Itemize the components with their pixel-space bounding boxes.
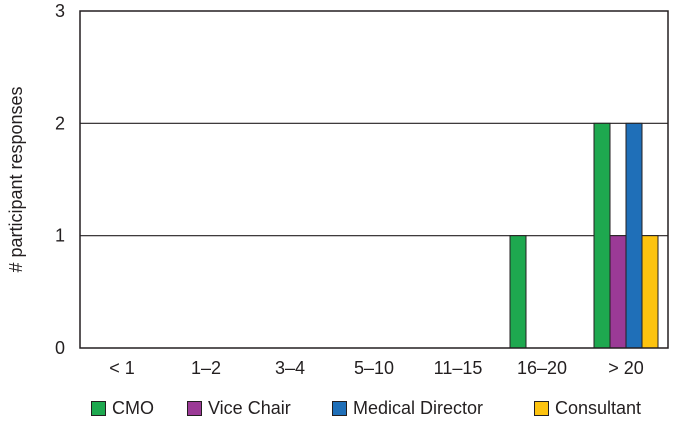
y-tick-label: 2 <box>55 113 65 133</box>
legend-item-medical-director: Medical Director <box>332 398 483 419</box>
legend-swatch-vice-chair <box>187 401 202 416</box>
grid-lines <box>80 122 668 237</box>
x-tick-label: 1–2 <box>191 358 221 378</box>
y-tick-labels: 0 1 2 3 <box>55 1 65 358</box>
x-tick-label: < 1 <box>109 358 135 378</box>
x-tick-label: 16–20 <box>517 358 567 378</box>
bar-medical-director <box>625 122 643 349</box>
y-tick-label: 1 <box>55 226 65 246</box>
y-tick-label: 3 <box>55 1 65 21</box>
bar-cmo <box>509 235 527 349</box>
legend-item-cmo: CMO <box>91 398 154 419</box>
x-tick-label: > 20 <box>608 358 644 378</box>
legend-label-vice-chair: Vice Chair <box>208 398 291 418</box>
bar-chart: 0 1 2 3 < 1 1–2 3–4 5–10 11–15 16–20 > 20 # parti… <box>6 1 669 378</box>
bar-consultant <box>641 235 659 349</box>
y-tick-label: 0 <box>55 338 65 358</box>
x-tick-labels: < 1 1–2 3–4 5–10 11–15 16–20 > 20 <box>109 358 644 378</box>
x-tick-label: 3–4 <box>275 358 305 378</box>
legend-swatch-medical-director <box>332 401 347 416</box>
legend-swatch-consultant <box>534 401 549 416</box>
legend-item-consultant: Consultant <box>534 398 641 419</box>
legend-label-medical-director: Medical Director <box>353 398 484 418</box>
y-axis-label: # participant responses <box>6 86 26 272</box>
plot-frame <box>79 10 669 349</box>
x-tick-label: 5–10 <box>354 358 394 378</box>
bar-vice-chair <box>609 235 627 349</box>
legend-swatch-cmo <box>91 401 106 416</box>
legend: CMO Vice Chair Medical Director Consulta… <box>0 398 680 426</box>
legend-label-consultant: Consultant <box>555 398 642 418</box>
bar-cmo <box>593 122 611 349</box>
legend-label-cmo: CMO <box>112 398 154 418</box>
legend-item-vice-chair: Vice Chair <box>187 398 291 419</box>
x-tick-label: 11–15 <box>434 358 483 378</box>
